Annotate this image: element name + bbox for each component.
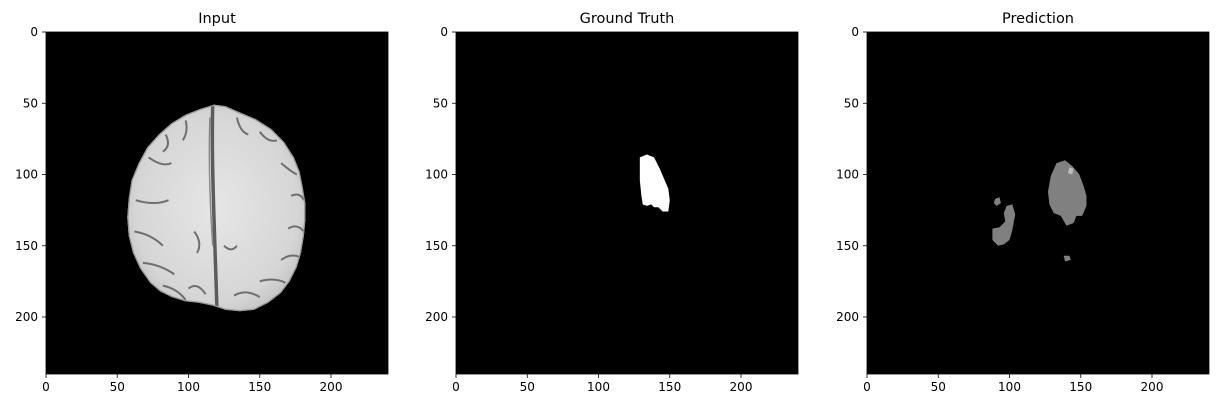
x-tick-label: 50 xyxy=(931,380,946,394)
sulcus xyxy=(223,245,238,251)
sulcus xyxy=(258,131,278,142)
y-tick-label: 100 xyxy=(836,168,859,182)
panel-title: Prediction xyxy=(1002,11,1074,27)
panel-1: 0 50 100 150 200 0 50 100 150 200 Input xyxy=(15,11,389,394)
y-tick-label: 0 xyxy=(30,25,38,39)
region-mask xyxy=(639,154,670,212)
sulcus xyxy=(187,284,207,295)
sulcus xyxy=(280,162,298,176)
brain-edge xyxy=(127,104,306,312)
sulcus xyxy=(280,254,301,261)
x-tick-label: 100 xyxy=(587,380,610,394)
panel-3: 0 50 100 150 200 0 50 100 150 200 Prediction xyxy=(836,11,1210,394)
panel-title: Input xyxy=(198,11,236,27)
y-tick-label: 0 xyxy=(440,25,448,39)
y-tick-label: 100 xyxy=(425,168,448,182)
brain-tissue xyxy=(127,104,306,312)
midline-fissure-edge xyxy=(208,117,214,246)
x-tick-label: 0 xyxy=(452,380,460,394)
sulcus xyxy=(162,134,169,153)
y-tick-label: 200 xyxy=(425,310,448,324)
axes-frame xyxy=(45,31,389,375)
y-tick-label: 150 xyxy=(425,239,448,253)
region-main xyxy=(1047,160,1087,226)
y-tick-label: 200 xyxy=(836,310,859,324)
y-tick-label: 150 xyxy=(836,239,859,253)
axes-frame xyxy=(455,31,799,375)
midline-fissure xyxy=(210,104,219,312)
image-area xyxy=(456,32,798,374)
x-tick-label: 100 xyxy=(177,380,200,394)
x-tick-label: 150 xyxy=(1069,380,1092,394)
x-tick-label: 150 xyxy=(248,380,271,394)
sulcus xyxy=(134,230,164,247)
y-tick-label: 50 xyxy=(844,96,859,110)
x-tick-label: 0 xyxy=(42,380,50,394)
sulcus xyxy=(181,120,188,141)
y-tick-label: 0 xyxy=(851,25,859,39)
sulcus xyxy=(290,193,305,201)
y-tick-label: 100 xyxy=(15,168,38,182)
sulcus xyxy=(193,230,201,254)
panel-2: 0 50 100 150 200 0 50 100 150 200 Ground Truth xyxy=(425,11,799,394)
x-tick-label: 0 xyxy=(863,380,871,394)
axes-frame xyxy=(866,31,1210,375)
y-tick-label: 150 xyxy=(15,239,38,253)
region-left-upper xyxy=(993,197,1001,206)
sulcus xyxy=(142,261,175,276)
sulcus xyxy=(162,284,187,301)
image-area xyxy=(867,32,1209,374)
panel-title: Ground Truth xyxy=(580,11,675,27)
y-tick-label: 50 xyxy=(433,96,448,110)
x-tick-label: 200 xyxy=(1141,380,1164,394)
y-tick-label: 50 xyxy=(23,96,38,110)
region-bottom xyxy=(1063,255,1071,262)
x-tick-label: 150 xyxy=(658,380,681,394)
x-tick-label: 100 xyxy=(998,380,1021,394)
sulcus xyxy=(235,117,249,136)
sulcus xyxy=(287,225,305,233)
x-tick-label: 200 xyxy=(730,380,753,394)
region-left-lower xyxy=(992,204,1016,246)
x-tick-label: 50 xyxy=(110,380,125,394)
sulcus xyxy=(233,291,261,298)
x-tick-label: 200 xyxy=(320,380,343,394)
sulcus xyxy=(135,199,169,204)
x-tick-label: 50 xyxy=(520,380,535,394)
region-light-spot xyxy=(1067,167,1074,175)
sulcus xyxy=(148,156,172,166)
sulcus xyxy=(259,278,286,284)
y-tick-label: 200 xyxy=(15,310,38,324)
